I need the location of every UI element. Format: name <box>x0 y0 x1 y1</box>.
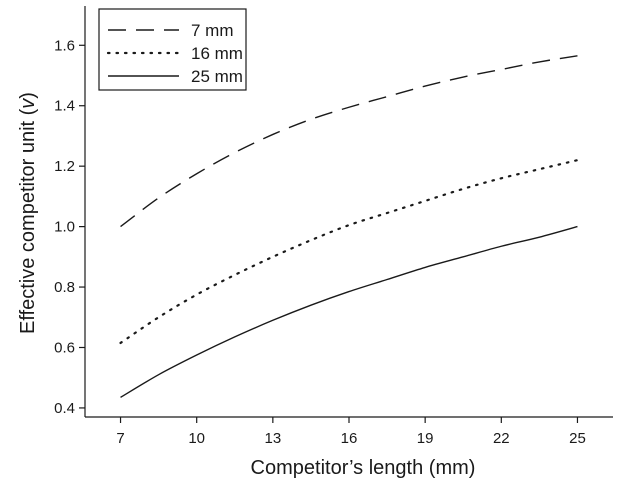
y-axis-ticks: 0.4 0.6 0.8 1.0 1.2 1.4 1.6 <box>54 37 85 417</box>
y-tick-label: 0.4 <box>54 400 75 417</box>
x-tick-label: 25 <box>569 430 586 447</box>
x-axis-title: Competitor’s length (mm) <box>251 457 476 479</box>
x-tick-label: 10 <box>188 430 205 447</box>
y-axis-title-variable: v <box>17 98 39 109</box>
series-line-solid <box>120 225 578 398</box>
y-tick-label: 1.4 <box>54 98 75 115</box>
x-tick-label: 16 <box>341 430 358 447</box>
y-tick-label: 1.6 <box>54 37 75 54</box>
y-tick-label: 1.2 <box>54 158 75 175</box>
y-tick-label: 0.8 <box>54 279 75 296</box>
x-tick-label: 13 <box>265 430 282 447</box>
series-line-dashed <box>120 55 578 228</box>
series-line-dotted <box>119 159 579 345</box>
x-axis-ticks: 7 10 13 16 19 22 25 <box>116 417 586 447</box>
y-axis-title: Effective competitor unit (v) <box>17 92 39 334</box>
y-axis-title-close: ) <box>17 92 39 99</box>
legend-label: 25 mm <box>191 67 243 86</box>
legend-label: 7 mm <box>191 21 234 40</box>
legend-label: 16 mm <box>191 44 243 63</box>
series-lines <box>119 55 579 398</box>
y-tick-label: 0.6 <box>54 339 75 356</box>
x-tick-label: 7 <box>116 430 124 447</box>
y-axis-title-text: Effective competitor unit ( <box>17 108 39 334</box>
y-tick-label: 1.0 <box>54 219 75 236</box>
x-tick-label: 19 <box>417 430 434 447</box>
legend: 7 mm 16 mm 25 mm <box>98 8 247 91</box>
x-tick-label: 22 <box>493 430 510 447</box>
